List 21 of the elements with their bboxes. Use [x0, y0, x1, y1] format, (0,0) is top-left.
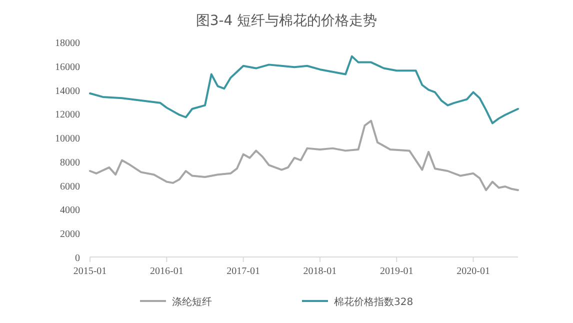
line-series	[89, 120, 519, 192]
y-tick-label: 16000	[55, 62, 80, 73]
x-tick-label: 2017-01	[226, 266, 260, 277]
y-tick-label: 10000	[55, 134, 80, 145]
y-tick-label: 0	[75, 253, 80, 264]
y-tick-label: 4000	[60, 205, 80, 216]
chart-title: 图3-4 短纤与棉花的价格走势	[196, 13, 378, 29]
y-tick-label: 2000	[60, 229, 80, 240]
legend-label: 涤纶短纤	[172, 296, 212, 308]
y-tick-label: 8000	[60, 157, 80, 168]
x-tick-label: 2020-01	[456, 266, 490, 277]
line-series	[89, 55, 519, 124]
x-tick-label: 2015-01	[73, 266, 107, 277]
x-tick-label: 2016-01	[150, 266, 184, 277]
y-tick-label: 6000	[60, 181, 80, 192]
legend-label: 棉花价格指数328	[334, 296, 414, 308]
x-tick-label: 2018-01	[303, 266, 337, 277]
y-tick-label: 18000	[55, 38, 80, 49]
x-tick-label: 2019-01	[380, 266, 414, 277]
y-tick-label: 12000	[55, 110, 80, 121]
y-tick-label: 14000	[55, 86, 80, 97]
